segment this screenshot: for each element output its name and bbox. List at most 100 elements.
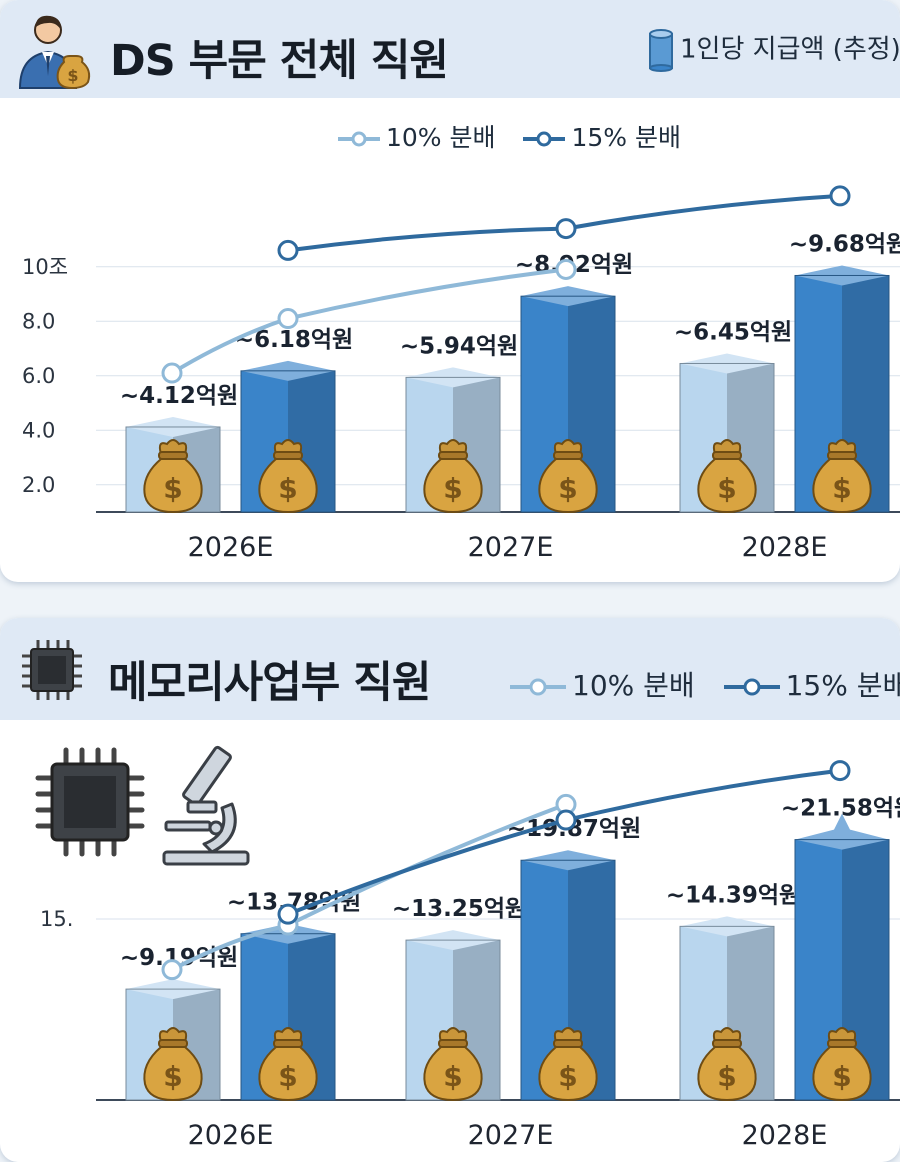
bag-tie: [827, 451, 857, 460]
bag-body: [258, 458, 318, 514]
line-point: [277, 239, 299, 261]
bag-tie: [273, 451, 303, 460]
series-line: [171, 802, 567, 972]
dollar-sign: $: [278, 1060, 297, 1093]
ds-bar-chart: 2.04.06.08.010조$~4.12억원$~6.18억원2026E$~5.…: [22, 185, 900, 563]
y-tick-label: 2.0: [22, 473, 55, 497]
legend-label: 15% 분배: [571, 123, 681, 152]
legend-line-dark-icon: [523, 131, 566, 147]
money-bag-icon: $: [423, 439, 483, 514]
x-category-label: 2028E: [742, 1120, 828, 1151]
bag-tie: [158, 451, 188, 460]
y-tick-label: 6.0: [22, 364, 55, 388]
bag-body: [538, 1046, 598, 1102]
bar: [240, 360, 336, 513]
bag-body: [697, 1046, 757, 1102]
line-point: [555, 218, 577, 240]
bar-top: [795, 813, 889, 850]
bar: [794, 265, 890, 513]
legend-label: 15% 분배: [785, 669, 900, 702]
bag-tie: [273, 1039, 303, 1048]
line-point: [829, 760, 851, 782]
bag-body: [812, 1046, 872, 1102]
bag-body: [812, 458, 872, 514]
bag-neck: [553, 1027, 583, 1043]
line-point: [161, 362, 183, 384]
dollar-sign: $: [163, 472, 182, 505]
bag-neck: [438, 1027, 468, 1043]
legend-item-10: 10% 분배: [510, 664, 695, 704]
microscope-icon: [162, 745, 250, 866]
x-category-label: 2027E: [468, 532, 554, 563]
y-tick-label: 8.0: [22, 309, 55, 333]
x-category-label: 2028E: [742, 532, 828, 563]
y-tick-label: 10조: [22, 255, 68, 279]
bag-tie: [712, 451, 742, 460]
dollar-sign: $: [558, 472, 577, 505]
bag-body: [258, 1046, 318, 1102]
unit-legend-label: 1인당 지급액 (추정): [680, 34, 900, 65]
dollar-sign: $: [443, 1060, 462, 1093]
panel-title: DS 부문 전체 직원: [110, 36, 449, 86]
legend-item-15: 15% 분배: [523, 118, 681, 154]
bag-tie: [438, 451, 468, 460]
legend-line-dark-icon: [723, 678, 780, 696]
data-label: ~21.58억원: [781, 796, 900, 822]
bag-body: [423, 458, 483, 514]
bag-neck: [712, 1027, 742, 1043]
data-label: ~14.39억원: [666, 882, 800, 908]
data-label: ~9.68억원: [789, 231, 900, 257]
money-bag-icon: $: [258, 439, 318, 514]
bag-tie: [158, 1039, 188, 1048]
money-bag-icon: $: [812, 1027, 872, 1102]
businessman-moneybag-icon: $: [18, 15, 91, 90]
legend-label: 10% 분배: [572, 669, 695, 702]
dollar-sign: $: [717, 472, 736, 505]
bag-body: [423, 1046, 483, 1102]
dollar-sign: $: [717, 1060, 736, 1093]
x-category-label: 2026E: [188, 1120, 274, 1151]
legend: 10% 분배 15% 분배: [510, 664, 900, 704]
money-bag-icon: $: [143, 439, 203, 514]
bag-neck: [827, 439, 857, 455]
bag-tie: [438, 1039, 468, 1048]
series-line: [170, 267, 567, 375]
panel-header: $ DS 부문 전체 직원 1인당 지급액 (추정): [0, 0, 900, 98]
bag-neck: [712, 439, 742, 455]
dollar-sign: $: [832, 1060, 851, 1093]
legend-line-light-icon: [338, 131, 380, 147]
money-bag-icon: $: [143, 1027, 203, 1102]
chip-icon: [22, 640, 82, 700]
money-bag-icon: $: [812, 439, 872, 514]
x-category-label: 2026E: [188, 532, 274, 563]
y-tick-label: 15.: [40, 907, 73, 931]
dollar-sign: $: [558, 1060, 577, 1093]
dollar-sign: $: [278, 472, 297, 505]
bag-body: [538, 458, 598, 514]
dollar-sign: $: [443, 472, 462, 505]
line-point: [555, 809, 577, 831]
bag-neck: [158, 439, 188, 455]
legend: 10% 분배 15% 분배: [338, 118, 701, 154]
line-point: [161, 959, 183, 981]
line-point: [277, 903, 299, 925]
x-category-label: 2027E: [468, 1120, 554, 1151]
money-bag-icon: $: [258, 1027, 318, 1102]
legend-item-15: 15% 분배: [723, 664, 900, 704]
bag-body: [697, 458, 757, 514]
legend-line-light-icon: [510, 678, 566, 696]
line-point: [277, 308, 299, 330]
money-bag-icon: $: [423, 1027, 483, 1102]
money-bag-icon: $: [538, 439, 598, 514]
dollar-sign: $: [832, 472, 851, 505]
bag-tie: [553, 451, 583, 460]
data-label: ~5.94억원: [400, 333, 518, 359]
line-point: [555, 258, 577, 280]
bag-neck: [827, 1027, 857, 1043]
bag-neck: [158, 1027, 188, 1043]
bag-tie: [827, 1039, 857, 1048]
money-bag-icon: $: [697, 439, 757, 514]
bag-neck: [273, 1027, 303, 1043]
bag-neck: [273, 439, 303, 455]
bag-tie: [712, 1039, 742, 1048]
